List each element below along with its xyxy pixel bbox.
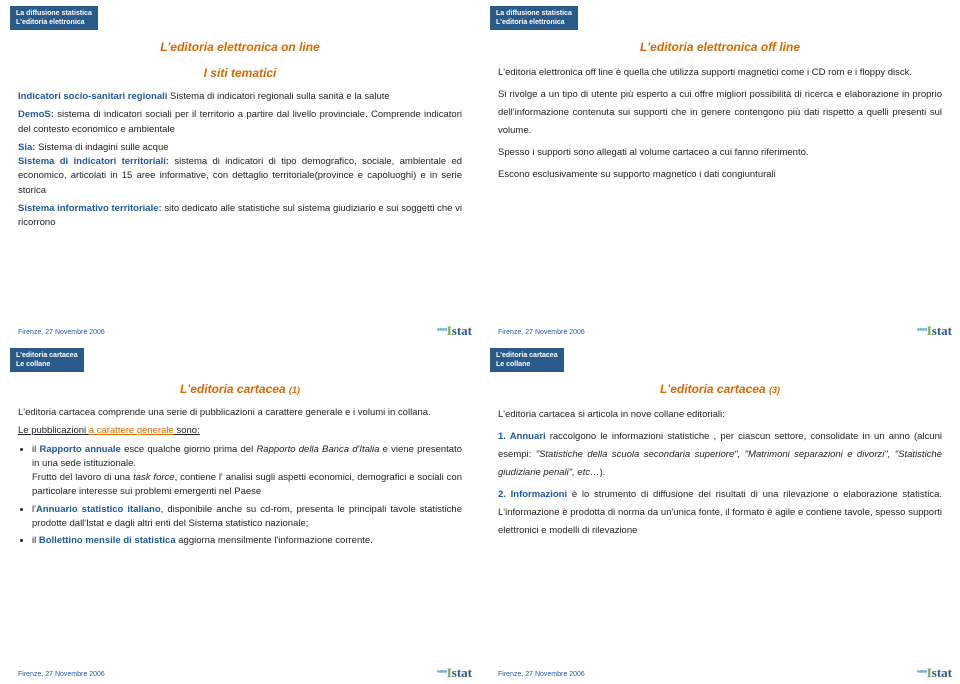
lead-line: Le pubblicazioni a carattere generale so… <box>18 424 462 438</box>
slide-body: L'editoria elettronica off line è quella… <box>498 64 942 184</box>
tag-line1: La diffusione statistica <box>496 9 572 18</box>
paragraph: Spesso i supporti sono allegati al volum… <box>498 144 942 162</box>
slide-content: L'editoria cartacea (1) L'editoria carta… <box>18 380 462 548</box>
slide-title: L'editoria elettronica off line <box>498 38 942 56</box>
slide-body: L'editoria cartacea comprende una serie … <box>18 406 462 548</box>
link-sia[interactable]: Sia: <box>18 142 35 153</box>
slide-footer-date: Firenze, 27 Novembre 2006 <box>498 328 585 339</box>
paragraph: L'editoria elettronica off line è quella… <box>498 64 942 82</box>
slide-cartacea-1: L'editoria cartacea Le collane L'editori… <box>0 342 480 684</box>
paragraph: Escono esclusivamente su supporto magnet… <box>498 166 942 184</box>
slide-footer-date: Firenze, 27 Novembre 2006 <box>18 670 105 681</box>
tag-line2: Le collane <box>16 360 78 369</box>
link-demos[interactable]: DemoS: <box>18 109 54 120</box>
link-annuari[interactable]: 1. Annuari <box>498 431 550 442</box>
link-annuario[interactable]: Annuario statistico italiano <box>36 504 161 515</box>
istat-logo: ••••Istat <box>437 321 472 341</box>
item-annuari: 1. Annuari raccolgono le informazioni st… <box>498 428 942 482</box>
istat-logo: ••••Istat <box>917 321 952 341</box>
text: Sistema di indagini sulle acque <box>35 142 168 153</box>
slide-title-1: L'editoria elettronica on line <box>18 38 462 56</box>
text: sistema di indicatori sociali per il ter… <box>18 109 462 134</box>
istat-logo: ••••Istat <box>917 663 952 683</box>
slide-tag: L'editoria cartacea Le collane <box>10 348 84 372</box>
slide-editoria-online-siti: La diffusione statistica L'editoria elet… <box>0 0 480 342</box>
tag-line1: La diffusione statistica <box>16 9 92 18</box>
istat-logo: ••••Istat <box>437 663 472 683</box>
paragraph: L'editoria cartacea comprende una serie … <box>18 406 462 420</box>
slide-body: L'editoria cartacea si articola in nove … <box>498 406 942 540</box>
tag-line2: Le collane <box>496 360 558 369</box>
slide-tag: La diffusione statistica L'editoria elet… <box>490 6 578 30</box>
slide-content: L'editoria elettronica on line I siti te… <box>18 38 462 230</box>
tag-line2: L'editoria elettronica <box>16 18 92 27</box>
link-informativo-territoriale[interactable]: Sistema informativo territoriale: <box>18 203 162 214</box>
slide-body: Indicatori socio-sanitari regionali Sist… <box>18 90 462 230</box>
slide-footer-date: Firenze, 27 Novembre 2006 <box>18 328 105 339</box>
slide-cartacea-3: L'editoria cartacea Le collane L'editori… <box>480 342 960 684</box>
paragraph: Si rivolge a un tipo di utente più esper… <box>498 86 942 140</box>
slide-footer-date: Firenze, 27 Novembre 2006 <box>498 670 585 681</box>
tag-line2: L'editoria elettronica <box>496 18 572 27</box>
link-rapporto-annuale[interactable]: Rapporto annuale <box>39 444 120 455</box>
tag-line1: L'editoria cartacea <box>496 351 558 360</box>
slide-title: L'editoria cartacea (1) <box>18 380 462 398</box>
slide-tag: L'editoria cartacea Le collane <box>490 348 564 372</box>
link-bollettino[interactable]: Bollettino mensile di statistica <box>39 535 178 546</box>
paragraph: L'editoria cartacea si articola in nove … <box>498 406 942 424</box>
list-item: l'Annuario statistico italiano, disponib… <box>32 503 462 532</box>
link-informazioni[interactable]: 2. Informazioni <box>498 489 572 500</box>
slide-editoria-offline: La diffusione statistica L'editoria elet… <box>480 0 960 342</box>
list-item: il Rapporto annuale esce qualche giorno … <box>32 443 462 500</box>
general-publications-list: il Rapporto annuale esce qualche giorno … <box>32 443 462 549</box>
text: Sistema di indicatori regionali sulla sa… <box>167 91 389 102</box>
slide-title: L'editoria cartacea (3) <box>498 380 942 398</box>
link-indicatori-sanitari[interactable]: Indicatori socio-sanitari regionali <box>18 91 167 102</box>
item-informazioni: 2. Informazioni è lo strumento di diffus… <box>498 486 942 540</box>
tag-line1: L'editoria cartacea <box>16 351 78 360</box>
slide-tag: La diffusione statistica L'editoria elet… <box>10 6 98 30</box>
list-item: il Bollettino mensile di statistica aggi… <box>32 534 462 548</box>
slide-title-2: I siti tematici <box>18 64 462 82</box>
link-indicatori-territoriali[interactable]: Sistema di indicatori territoriali: <box>18 156 169 167</box>
slide-content: L'editoria cartacea (3) L'editoria carta… <box>498 380 942 540</box>
slide-content: L'editoria elettronica off line L'editor… <box>498 38 942 184</box>
